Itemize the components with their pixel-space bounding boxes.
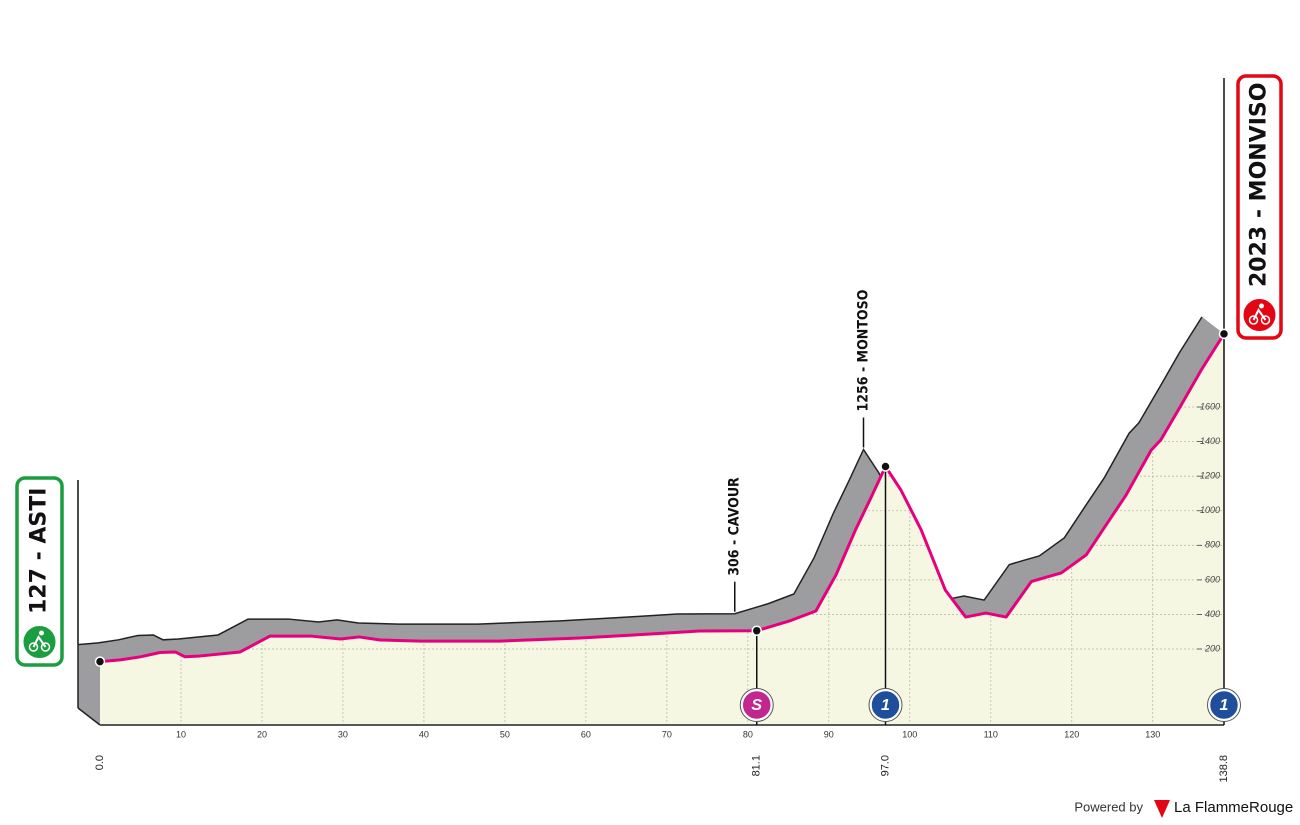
point-dot (1218, 328, 1230, 340)
rider-wheel (40, 642, 51, 652)
finish-box (1236, 74, 1283, 340)
km-label: 138.8 (1218, 755, 1230, 783)
icon (869, 688, 902, 722)
elevation-line (99, 333, 1226, 664)
rider-body (32, 635, 47, 648)
y-tick-label: 600 (1205, 574, 1220, 584)
annotation: 1256 - MONTOSO (856, 289, 872, 411)
start-box (15, 476, 64, 667)
y-tick-label: 1600 (1200, 401, 1220, 411)
x-tick-label: 40 (419, 729, 429, 739)
x-tick-label: 80 (743, 729, 753, 739)
icon-text: 1 (1220, 697, 1229, 714)
km-label: 97.0 (879, 755, 891, 776)
x-tick-label: 120 (1064, 729, 1079, 739)
profile-front (100, 333, 1224, 725)
rider-icon (21, 624, 58, 660)
start-label: 127 - ASTI (27, 488, 52, 614)
y-tick-label: 800 (1205, 540, 1220, 550)
point-dot (880, 461, 891, 472)
y-tick-label: 1200 (1200, 471, 1220, 481)
profile-top-edge (77, 316, 1203, 646)
icon (1207, 688, 1241, 722)
icon-text: S (751, 697, 762, 714)
annotation: 306 - CAVOUR (727, 477, 743, 576)
point-dot (94, 656, 106, 667)
x-tick-label: 10 (176, 729, 186, 739)
rider-head (1259, 303, 1264, 309)
footer-text: Powered by (1074, 799, 1143, 814)
icon-ring (868, 688, 903, 722)
x-tick-label: 100 (902, 729, 917, 739)
rider-body (1252, 308, 1267, 321)
y-tick-label: 400 (1205, 609, 1220, 619)
profile-side-edge (77, 707, 101, 726)
x-tick-label: 110 (984, 729, 998, 739)
rider-wheel (1260, 315, 1271, 325)
brand-logo (1154, 800, 1170, 818)
icon (740, 688, 773, 722)
rider-head (39, 630, 44, 636)
rider-icon (1241, 297, 1278, 333)
icon-ring (739, 688, 774, 722)
rider-wheel (28, 642, 39, 652)
rider-wheel (1248, 315, 1259, 325)
icon-text: 1 (881, 697, 890, 714)
y-tick-label: 1000 (1200, 505, 1220, 515)
x-tick-label: 70 (662, 729, 672, 739)
y-tick-label: 1400 (1200, 436, 1220, 446)
y-tick-label: 200 (1204, 643, 1220, 653)
km-label: 0.0 (94, 755, 106, 770)
icon-ring (1207, 688, 1241, 722)
x-tick-label: 90 (824, 729, 834, 739)
footer-brand: La FlammeRouge (1174, 799, 1293, 816)
km-label: 81.1 (751, 755, 763, 776)
x-tick-label: 20 (257, 729, 267, 739)
x-tick-label: 30 (338, 729, 348, 739)
x-tick-label: 130 (1145, 729, 1160, 739)
x-tick-label: 60 (581, 729, 591, 739)
point-dot (751, 625, 762, 636)
x-tick-label: 50 (500, 729, 510, 739)
finish-label: 2023 - MONVISO (1247, 83, 1272, 287)
